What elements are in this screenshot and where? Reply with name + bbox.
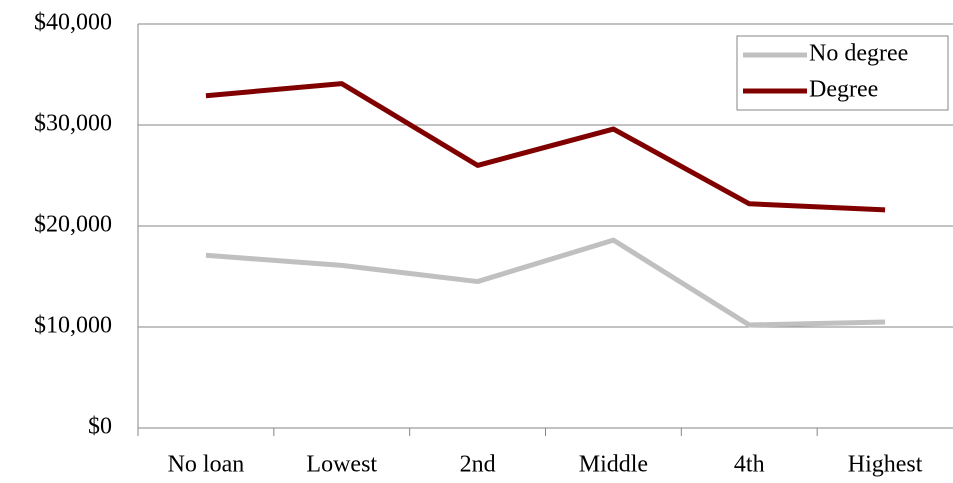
series-line [205, 237, 886, 328]
y-tick-label: $10,000 [34, 313, 112, 339]
x-tick-label: Lowest [306, 452, 377, 478]
y-tick-label: $0 [88, 414, 112, 440]
series-line [205, 81, 886, 213]
legend: No degree Degree [736, 35, 949, 111]
legend-label: No degree [809, 41, 908, 67]
x-tick-label: 4th [734, 452, 765, 478]
y-tick-label: $40,000 [34, 10, 112, 36]
x-tick-label: Middle [579, 452, 648, 478]
legend-label: Degree [809, 77, 878, 103]
x-tick-label: 2nd [460, 452, 496, 478]
y-tick-label: $20,000 [34, 212, 112, 238]
x-tick-label: Highest [848, 452, 923, 478]
legend-box [736, 35, 949, 111]
y-tick-label: $30,000 [34, 111, 112, 137]
x-tick-label: No loan [168, 452, 245, 478]
